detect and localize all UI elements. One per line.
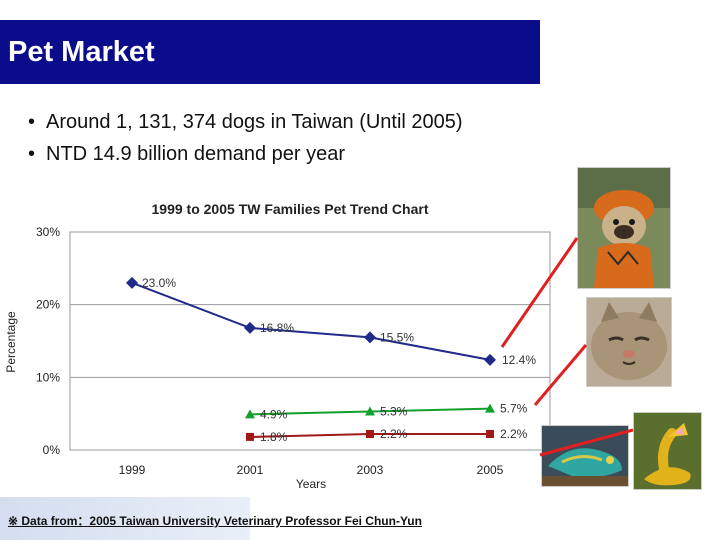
x-tick-label: 2003	[357, 463, 384, 477]
chart-ticks: 0% 10% 20% 30% 1999 2001 2003 2005	[36, 225, 504, 477]
data-label: 15.5%	[380, 330, 414, 344]
data-point	[365, 406, 375, 416]
series-line	[131, 281, 491, 361]
reptile-pointer-line	[539, 428, 634, 457]
data-label: 5.7%	[500, 402, 528, 416]
data-point	[366, 430, 374, 439]
chart-series: 23.0% 16.8% 15.5% 12.4% 4.9% 5.3% 5.7% 1.8% 2.2%…	[126, 276, 536, 444]
data-point	[126, 276, 138, 289]
x-axis-label: Years	[296, 477, 326, 491]
data-point	[245, 409, 255, 419]
title-bar	[0, 20, 540, 84]
source-footnote: ※ Data from：2005 Taiwan University Veter…	[8, 514, 422, 528]
data-point	[246, 432, 254, 441]
pug-dog-in-costume-photo	[577, 167, 671, 289]
y-axis-label: Percentage	[4, 311, 18, 373]
data-point	[484, 353, 496, 366]
footer-bar	[0, 497, 250, 540]
y-tick-label: 20%	[36, 298, 60, 312]
bullet-dot-icon: •	[28, 143, 36, 165]
y-tick-label: 10%	[36, 370, 60, 384]
data-label: 23.0%	[142, 276, 176, 290]
y-tick-label: 30%	[36, 225, 60, 239]
bullet-list: • Around 1, 131, 374 dogs in Taiwan (Unti…	[28, 108, 463, 172]
pet-trend-chart: 1999 to 2005 TW Families Pet Trend Chart…	[4, 201, 551, 491]
bullet-text: Around 1, 131, 374 dogs in Taiwan (Until…	[46, 111, 463, 133]
bullet-text: NTD 14.9 billion demand per year	[46, 143, 346, 165]
slide-title: Pet Market	[8, 36, 155, 68]
dog-pointer-line	[500, 237, 579, 348]
data-point	[486, 430, 494, 439]
data-point	[244, 321, 256, 334]
data-label: 4.9%	[260, 407, 288, 421]
bullet-item: • NTD 14.9 billion demand per year	[28, 140, 463, 172]
yellow-snake-photo	[633, 412, 702, 490]
cat-face-photo	[586, 297, 672, 387]
data-label: 12.4%	[502, 353, 536, 367]
data-label: 2.2%	[500, 427, 528, 441]
data-label: 2.2%	[380, 427, 408, 441]
x-tick-label: 2001	[237, 463, 264, 477]
chart-title: 1999 to 2005 TW Families Pet Trend Chart	[152, 201, 429, 217]
data-point	[485, 403, 495, 413]
data-point	[364, 331, 376, 344]
cat-pointer-line	[533, 344, 588, 406]
bullet-item: • Around 1, 131, 374 dogs in Taiwan (Unti…	[28, 108, 463, 140]
x-tick-label: 2005	[477, 463, 504, 477]
x-tick-label: 1999	[119, 463, 146, 477]
data-label: 5.3%	[380, 404, 408, 418]
data-label: 1.8%	[260, 430, 288, 444]
data-label: 16.8%	[260, 321, 294, 335]
y-tick-label: 0%	[43, 443, 61, 457]
bullet-dot-icon: •	[28, 111, 36, 133]
